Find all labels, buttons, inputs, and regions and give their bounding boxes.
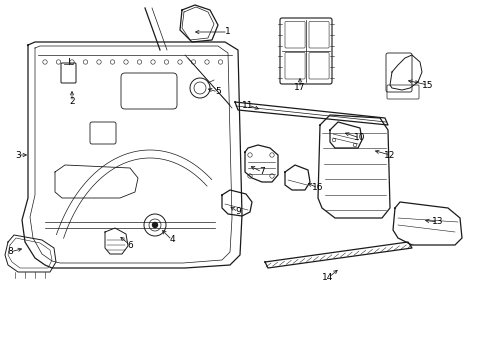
Text: 8: 8 xyxy=(7,248,13,256)
Text: 15: 15 xyxy=(421,81,433,90)
Text: 4: 4 xyxy=(169,235,174,244)
Text: 9: 9 xyxy=(235,207,241,216)
Text: 1: 1 xyxy=(224,27,230,36)
Text: 12: 12 xyxy=(384,150,395,159)
Text: 14: 14 xyxy=(322,274,333,283)
Text: 10: 10 xyxy=(353,134,365,143)
Text: 3: 3 xyxy=(15,150,21,159)
Text: 2: 2 xyxy=(69,98,75,107)
Text: 13: 13 xyxy=(431,217,443,226)
Text: 11: 11 xyxy=(242,100,253,109)
Text: 6: 6 xyxy=(127,240,133,249)
Circle shape xyxy=(152,222,157,228)
Text: 7: 7 xyxy=(259,167,264,176)
Text: 16: 16 xyxy=(312,184,323,193)
Text: 5: 5 xyxy=(215,87,221,96)
Text: 17: 17 xyxy=(294,84,305,93)
